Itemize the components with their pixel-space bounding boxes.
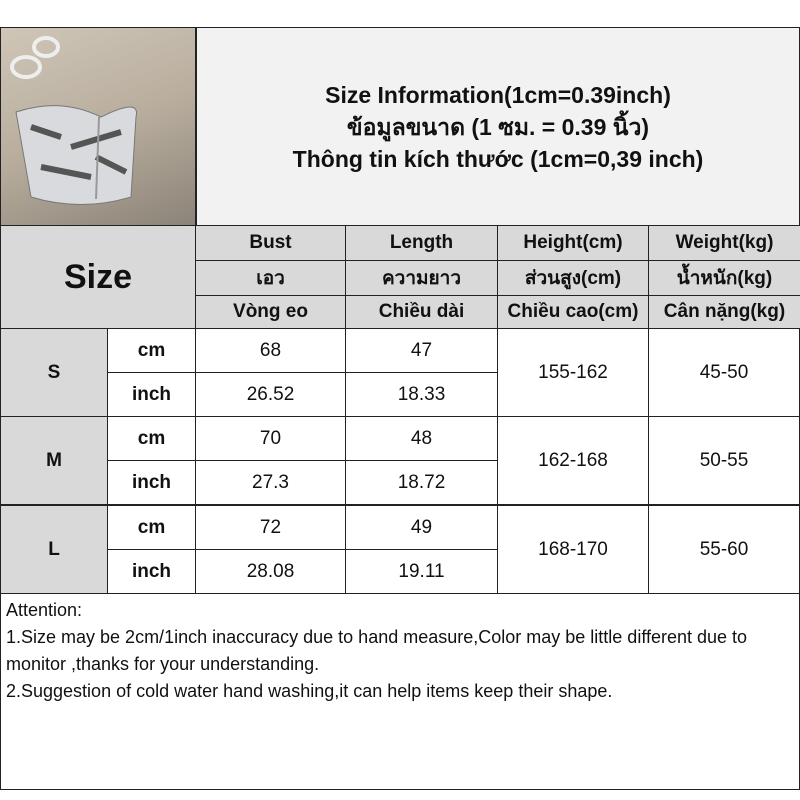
title-th: ข้อมูลขนาด (1 ซม. = 0.39 นิ้ว) — [346, 113, 650, 140]
table-cell: 27.3 — [195, 460, 346, 505]
column-header: Height(cm) — [497, 225, 649, 261]
unit-label: cm — [107, 328, 196, 373]
size-info-title: Size Information(1cm=0.39inch) ข้อมูลขนา… — [195, 27, 800, 226]
size-label: S — [0, 328, 108, 417]
table-cell: 47 — [345, 328, 498, 373]
table-cell: 70 — [195, 416, 346, 461]
column-header: Weight(kg) — [648, 225, 800, 261]
note-2: 2.Suggestion of cold water hand washing,… — [6, 681, 613, 701]
table-cell: 49 — [345, 505, 498, 550]
column-header: Vòng eo — [195, 295, 346, 329]
unit-label: cm — [107, 416, 196, 461]
attention-notes: Attention: 1.Size may be 2cm/1inch inacc… — [0, 593, 800, 790]
table-cell: 68 — [195, 328, 346, 373]
table-cell: 55-60 — [648, 505, 800, 594]
table-cell: 18.33 — [345, 372, 498, 417]
column-header: Bust — [195, 225, 346, 261]
table-cell: 19.11 — [345, 549, 498, 594]
title-vi: Thông tin kích thước (1cm=0,39 inch) — [292, 145, 704, 172]
column-header: ส่วนสูง(cm) — [497, 260, 649, 296]
table-cell: 48 — [345, 416, 498, 461]
column-header: เอว — [195, 260, 346, 296]
table-cell: 168-170 — [497, 505, 649, 594]
table-cell: 162-168 — [497, 416, 649, 505]
column-header: Chiều dài — [345, 295, 498, 329]
unit-label: cm — [107, 505, 196, 550]
notes-heading: Attention: — [6, 600, 83, 620]
table-cell: 155-162 — [497, 328, 649, 417]
table-cell: 45-50 — [648, 328, 800, 417]
size-label: M — [0, 416, 108, 505]
note-1: 1.Size may be 2cm/1inch inaccuracy due t… — [6, 627, 748, 674]
size-header: Size — [0, 225, 196, 329]
product-photo — [0, 27, 196, 226]
table-cell: 72 — [195, 505, 346, 550]
column-header: น้ำหนัก(kg) — [648, 260, 800, 296]
table-cell: 28.08 — [195, 549, 346, 594]
title-en: Size Information(1cm=0.39inch) — [325, 81, 671, 108]
unit-label: inch — [107, 460, 196, 505]
table-cell: 18.72 — [345, 460, 498, 505]
product-image — [10, 36, 138, 205]
column-header: Chiều cao(cm) — [497, 295, 649, 329]
unit-label: inch — [107, 372, 196, 417]
size-label: L — [0, 505, 108, 594]
column-header: Cân nặng(kg) — [648, 295, 800, 329]
column-header: ความยาว — [345, 260, 498, 296]
column-header: Length — [345, 225, 498, 261]
table-cell: 26.52 — [195, 372, 346, 417]
table-cell: 50-55 — [648, 416, 800, 505]
unit-label: inch — [107, 549, 196, 594]
